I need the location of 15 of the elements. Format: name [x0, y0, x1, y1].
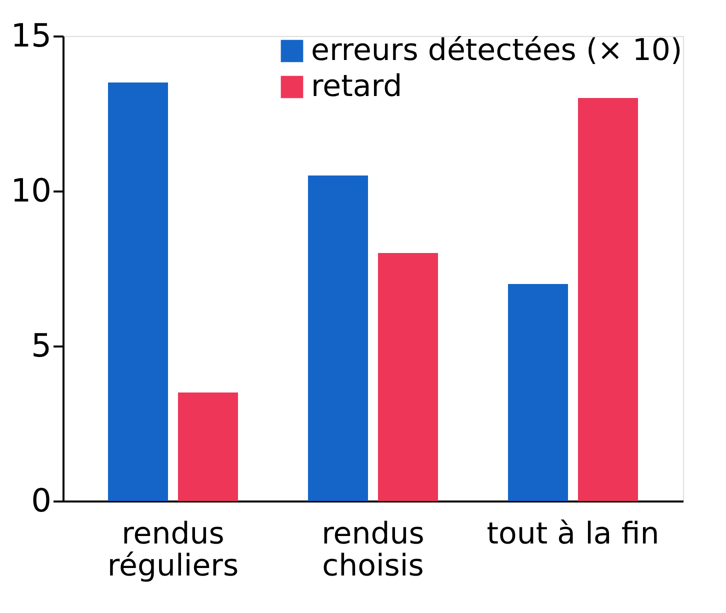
bar	[108, 82, 168, 501]
y-tick-label: 5	[31, 326, 52, 364]
legend-label: retard	[311, 69, 402, 104]
x-tick-label: rendus réguliers	[107, 516, 239, 584]
legend-label: erreurs détectées (× 10)	[311, 33, 682, 68]
x-tick-label: rendus choisis	[322, 516, 424, 584]
bar	[308, 176, 368, 501]
bar	[178, 392, 238, 501]
y-tick-label: 0	[31, 482, 52, 520]
x-tick-label: tout à la fin	[486, 516, 660, 552]
y-tick-label: 15	[10, 16, 52, 54]
bar	[378, 253, 438, 501]
bar	[508, 284, 568, 501]
y-tick-label: 10	[10, 172, 52, 210]
bar	[578, 98, 638, 501]
